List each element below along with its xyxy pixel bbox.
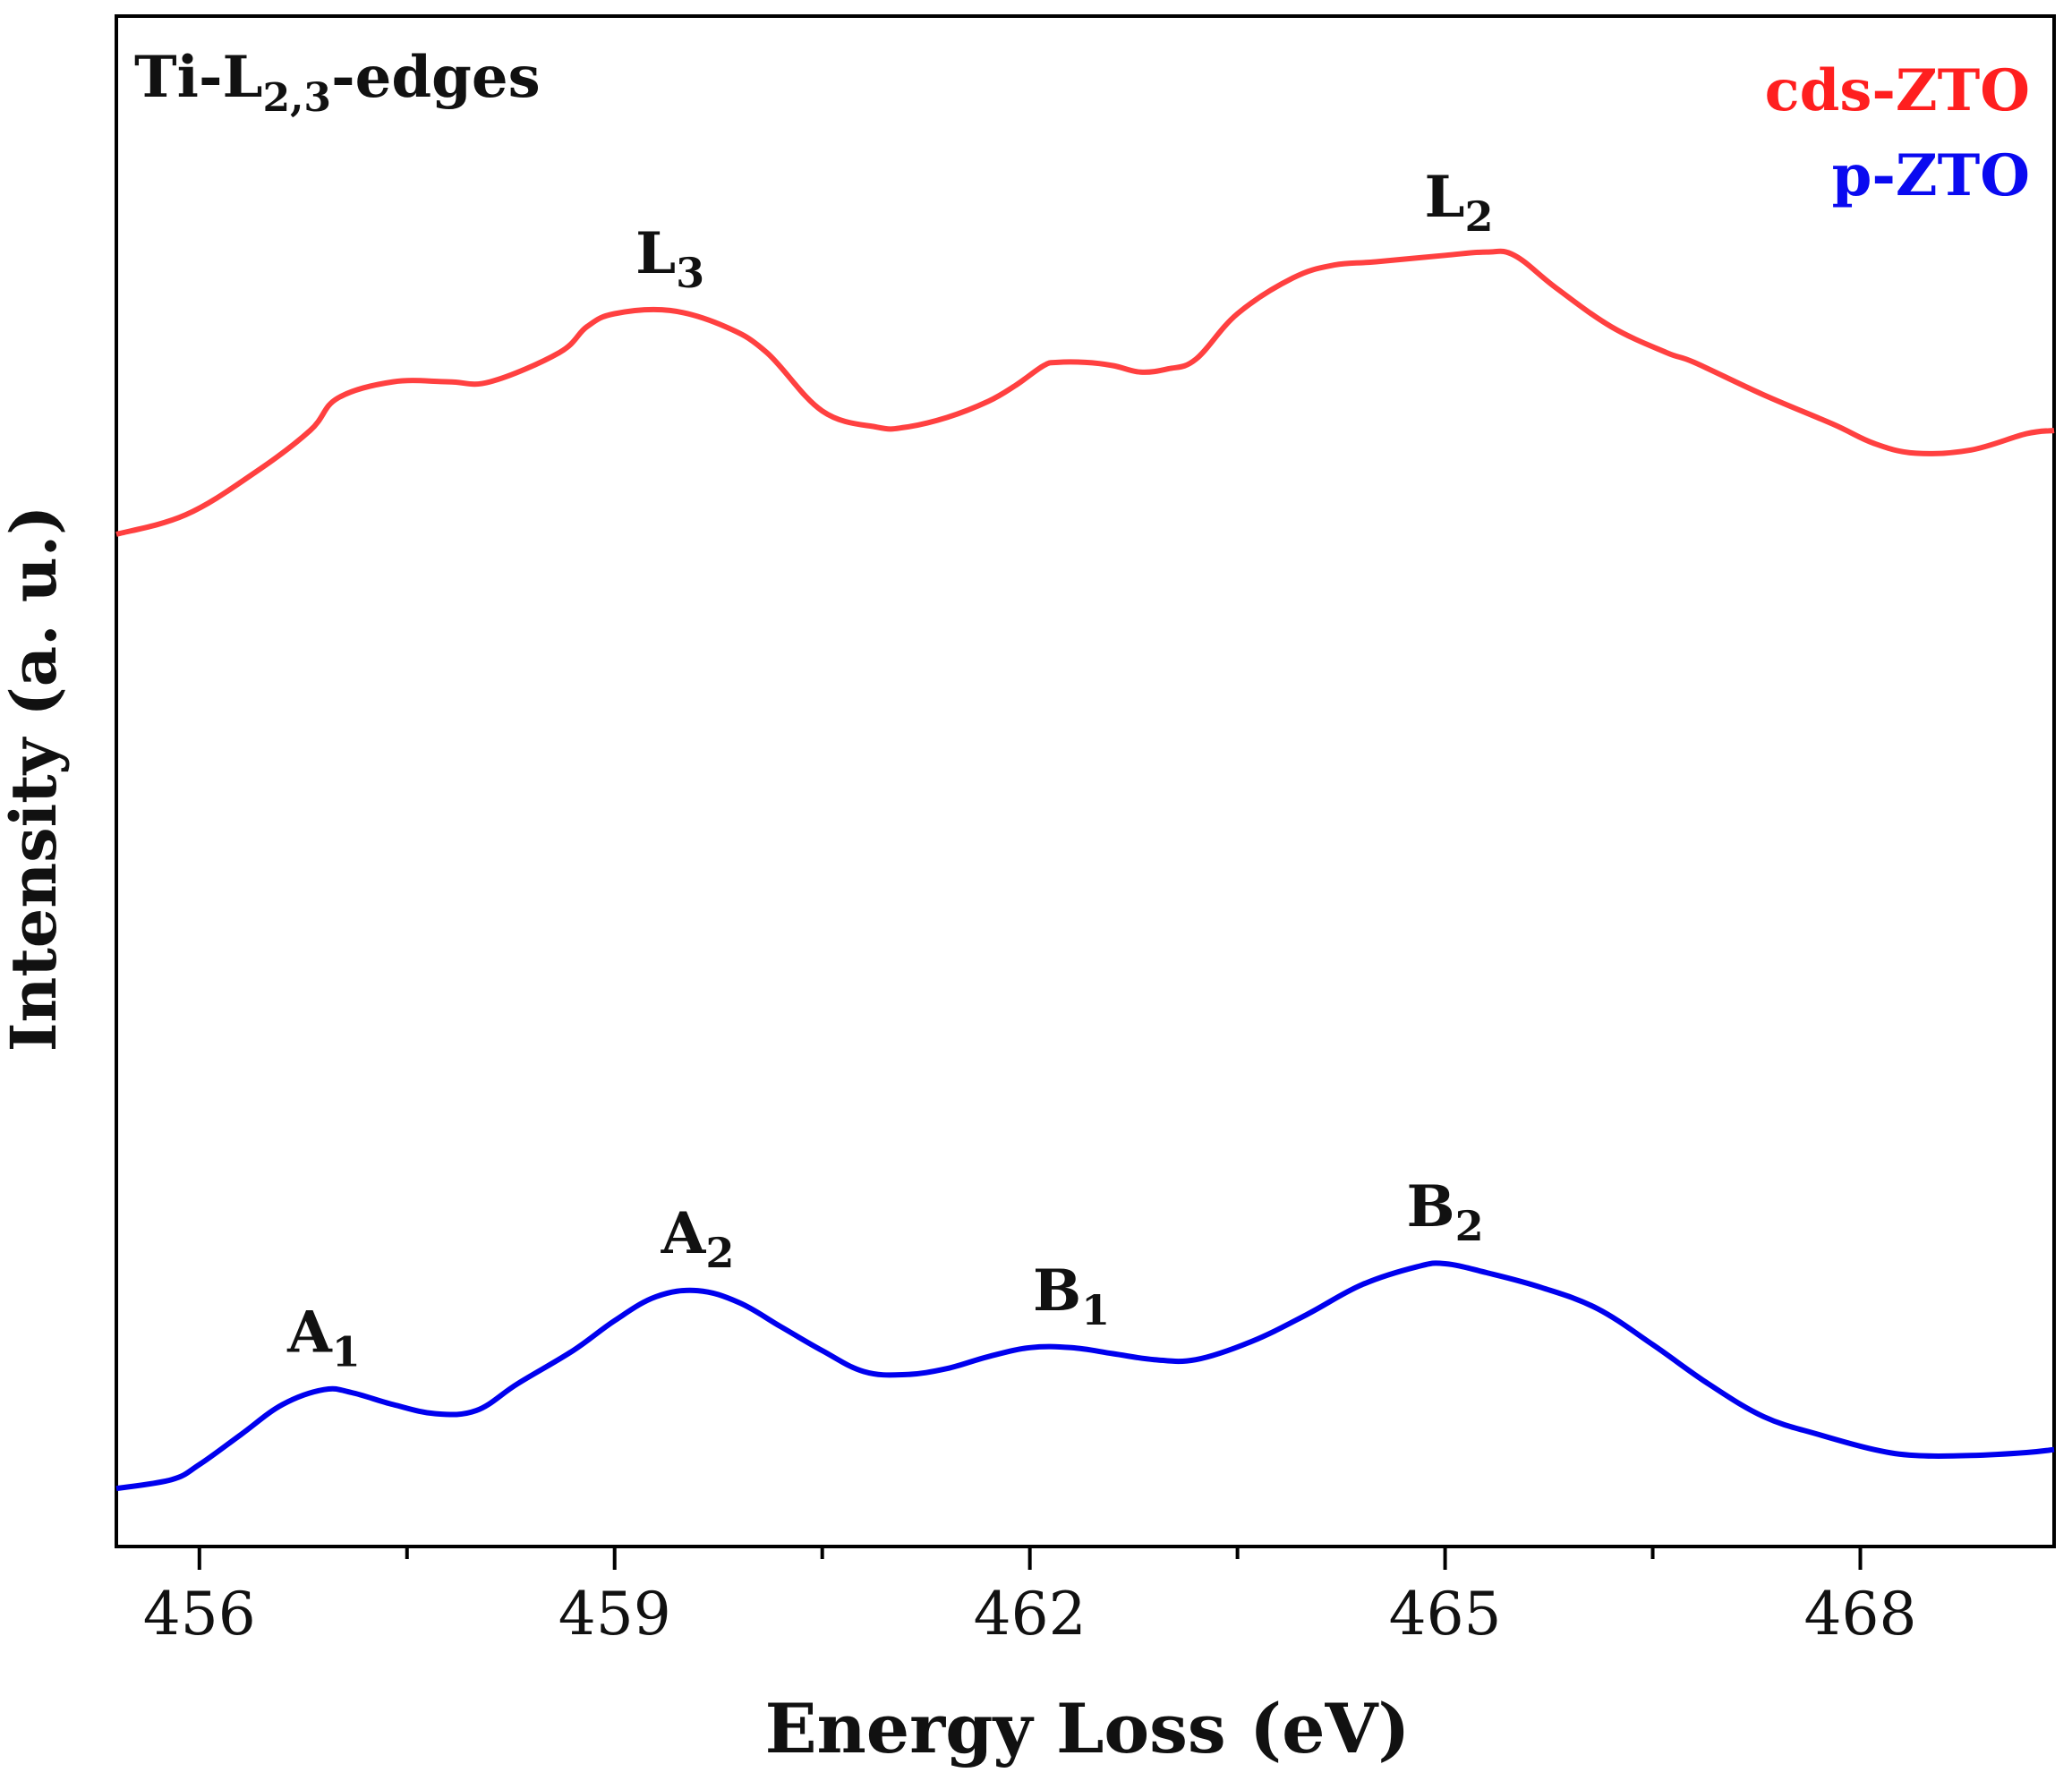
series-line-cds-zto (115, 248, 2055, 537)
peak-label-b1: B1 (1033, 1257, 1110, 1334)
peak-label-a1: A1 (286, 1300, 361, 1376)
x-tick-label-456: 456 (143, 1580, 256, 1649)
peak-label-l2: L2 (1425, 164, 1494, 241)
peak-label-l3: L3 (635, 220, 704, 297)
legend-entry-p-zto: p-ZTO (1832, 142, 2030, 209)
plot-frame (115, 14, 2056, 1548)
x-tick-label-462: 462 (974, 1580, 1087, 1649)
chart-title: Ti-L2,3-edges (134, 44, 541, 121)
peak-label-a2: A2 (661, 1200, 735, 1277)
x-tick-label-459: 459 (559, 1580, 671, 1649)
peak-label-b2: B2 (1407, 1173, 1484, 1250)
x-tick-label-468: 468 (1804, 1580, 1917, 1649)
legend-entry-cds-zto: cds-ZTO (1765, 57, 2030, 124)
series-line-p-zto (115, 1260, 2055, 1492)
y-axis-label: Intensity (a. u.) (0, 506, 71, 1052)
x-axis-label: Energy Loss (eV) (765, 1689, 1411, 1768)
x-tick-label-465: 465 (1389, 1580, 1502, 1649)
